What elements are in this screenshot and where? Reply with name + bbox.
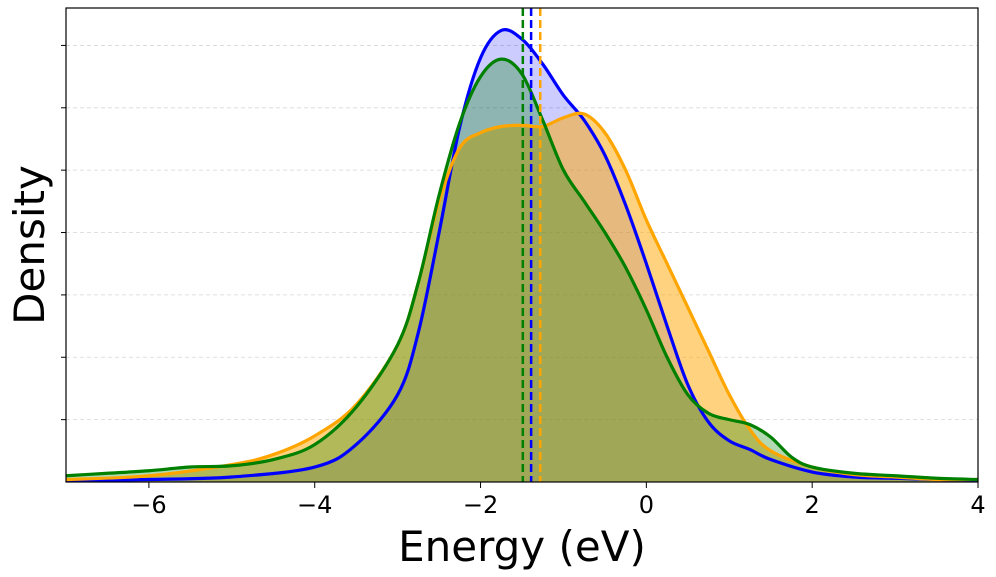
orange-density-line <box>65 111 979 482</box>
y-ticks <box>61 44 66 421</box>
mean-lines <box>521 8 542 482</box>
x-tick-label-0: −6 <box>131 491 166 519</box>
x-ticks: −6 −4 −2 0 2 4 <box>131 482 986 519</box>
x-tick-label-1: −4 <box>297 491 332 519</box>
plot-frame <box>65 7 979 483</box>
x-tick-label-4: 2 <box>805 491 820 519</box>
x-axis-label: Energy (eV) <box>398 522 646 571</box>
green-density-line <box>65 57 979 482</box>
x-tick-label-3: 0 <box>639 491 654 519</box>
y-axis-label: Density <box>5 165 54 325</box>
blue-density-line <box>65 28 979 483</box>
x-tick-label-5: 4 <box>970 491 985 519</box>
density-lines <box>65 28 979 483</box>
x-tick-label-2: −2 <box>463 491 498 519</box>
green-density-area <box>66 59 978 482</box>
